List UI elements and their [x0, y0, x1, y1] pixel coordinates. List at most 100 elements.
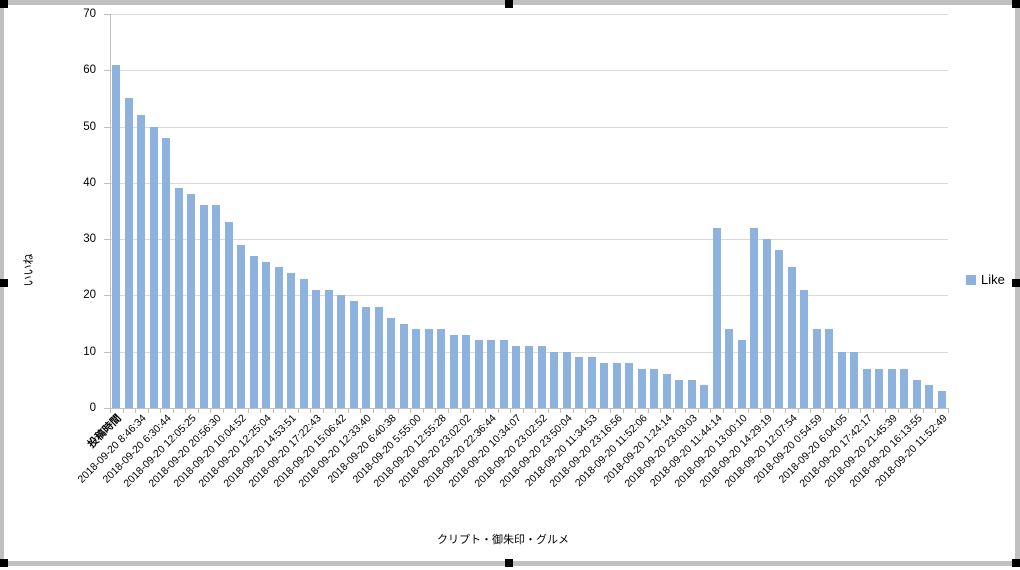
bar[interactable]: [675, 379, 684, 408]
bar[interactable]: [937, 391, 946, 408]
x-axis-tick: [872, 409, 874, 413]
bar[interactable]: [825, 329, 834, 408]
selection-handle-bottom-right[interactable]: [1012, 559, 1020, 567]
bar[interactable]: [850, 351, 859, 408]
x-axis-tick: [622, 409, 624, 413]
bar[interactable]: [725, 329, 734, 408]
selection-handle-bottom-left[interactable]: [0, 559, 8, 567]
bar[interactable]: [312, 289, 321, 408]
bar[interactable]: [762, 239, 771, 408]
bar[interactable]: [837, 351, 846, 408]
bar[interactable]: [800, 289, 809, 408]
bar[interactable]: [700, 385, 709, 408]
bar[interactable]: [637, 368, 646, 408]
bar[interactable]: [875, 368, 884, 408]
x-axis-tick: [347, 409, 349, 413]
bar[interactable]: [237, 244, 246, 408]
y-axis-tick: [104, 239, 110, 241]
x-axis-tick: [735, 409, 737, 413]
bar[interactable]: [650, 368, 659, 408]
x-axis-tick: [372, 409, 374, 413]
x-axis-tick: [435, 409, 437, 413]
bar[interactable]: [625, 362, 634, 408]
x-axis-tick: [385, 409, 387, 413]
selection-handle-top-middle[interactable]: [505, 0, 513, 8]
x-axis-tick: [210, 409, 212, 413]
bar[interactable]: [212, 205, 221, 408]
bar[interactable]: [437, 329, 446, 408]
bar[interactable]: [600, 362, 609, 408]
bar[interactable]: [462, 334, 471, 408]
bar[interactable]: [162, 137, 171, 408]
x-axis-tick: [172, 409, 174, 413]
bar[interactable]: [612, 362, 621, 408]
bar[interactable]: [399, 323, 408, 408]
selection-handle-top-left[interactable]: [0, 0, 8, 8]
bar[interactable]: [112, 64, 121, 408]
bar[interactable]: [862, 368, 871, 408]
x-axis-tick: [322, 409, 324, 413]
bar[interactable]: [187, 194, 196, 408]
bar[interactable]: [362, 306, 371, 408]
bar[interactable]: [562, 351, 571, 408]
bar[interactable]: [525, 346, 533, 408]
bar[interactable]: [337, 295, 346, 408]
bar[interactable]: [149, 126, 158, 408]
bar[interactable]: [487, 340, 496, 408]
bar[interactable]: [174, 188, 183, 408]
bar[interactable]: [512, 346, 521, 408]
x-axis-tick: [897, 409, 899, 413]
bar[interactable]: [224, 222, 233, 408]
x-axis-tick: [585, 409, 587, 413]
bar[interactable]: [737, 340, 746, 408]
x-axis-tick: [672, 409, 674, 413]
bar[interactable]: [299, 278, 308, 408]
bar[interactable]: [662, 374, 671, 408]
bar[interactable]: [412, 329, 421, 408]
bar[interactable]: [887, 368, 896, 408]
selection-handle-middle-right[interactable]: [1012, 279, 1020, 287]
bar[interactable]: [324, 289, 333, 408]
y-axis-tick: [104, 14, 110, 15]
x-axis-tick: [185, 409, 187, 413]
bar[interactable]: [499, 340, 508, 408]
selection-handle-bottom-middle[interactable]: [505, 559, 513, 567]
bar[interactable]: [274, 267, 283, 408]
bar[interactable]: [124, 98, 133, 408]
bar[interactable]: [387, 317, 396, 408]
bar[interactable]: [712, 227, 721, 408]
bar[interactable]: [474, 340, 483, 408]
bar[interactable]: [262, 261, 271, 408]
bar[interactable]: [199, 205, 208, 408]
bar[interactable]: [912, 379, 921, 408]
bar[interactable]: [925, 385, 934, 408]
selection-handle-top-right[interactable]: [1012, 0, 1020, 8]
bar[interactable]: [787, 267, 796, 408]
y-axis-tick-label: 10: [83, 345, 96, 358]
legend-label: Like: [981, 272, 1005, 287]
x-axis-tick: [222, 409, 224, 413]
bar[interactable]: [287, 272, 296, 408]
legend-swatch-icon: [966, 274, 976, 285]
bar[interactable]: [424, 329, 433, 408]
bar[interactable]: [587, 357, 596, 408]
bar[interactable]: [349, 301, 358, 408]
bar[interactable]: [137, 115, 146, 408]
bar[interactable]: [775, 250, 784, 408]
bar[interactable]: [687, 379, 696, 408]
bar[interactable]: [812, 329, 821, 408]
bar[interactable]: [550, 351, 558, 408]
bar[interactable]: [750, 227, 759, 408]
x-axis-tick: [922, 409, 924, 413]
bar[interactable]: [374, 306, 383, 408]
selection-handle-middle-left[interactable]: [0, 279, 8, 287]
legend[interactable]: Like: [966, 272, 1005, 287]
bar[interactable]: [900, 368, 909, 408]
bar[interactable]: [537, 346, 546, 408]
bar[interactable]: [449, 334, 458, 408]
x-axis-tick: [397, 409, 399, 413]
x-axis-tick: [610, 409, 612, 413]
x-axis-tick: [572, 409, 574, 413]
bar[interactable]: [249, 256, 258, 408]
bar[interactable]: [575, 357, 584, 408]
